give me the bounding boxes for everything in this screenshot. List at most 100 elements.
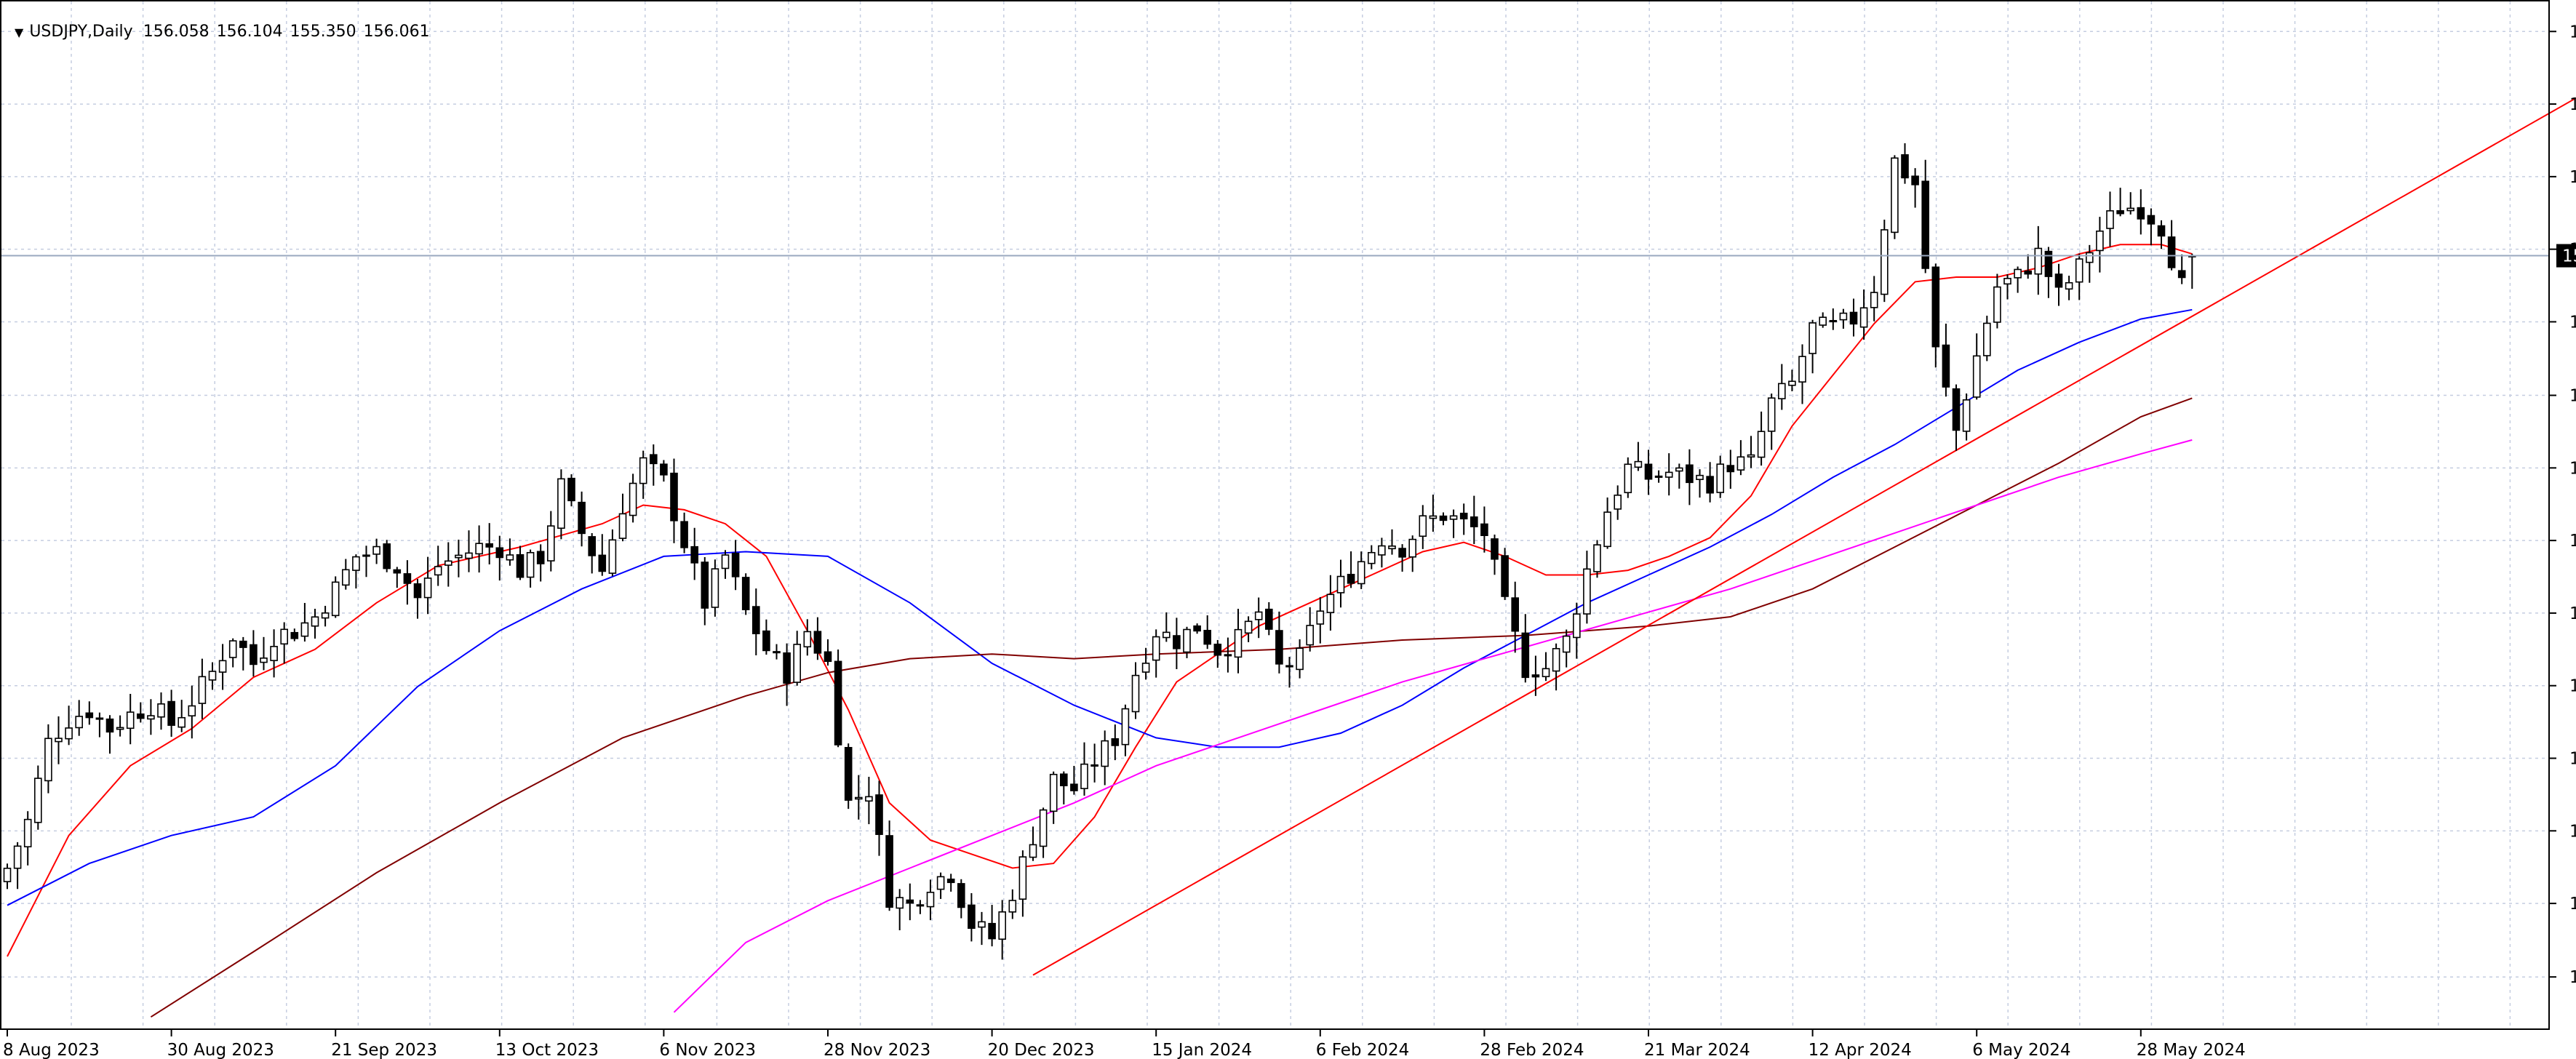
candle-body	[75, 716, 83, 729]
candle-body	[1962, 399, 1971, 432]
dropdown-triangle-icon[interactable]: ▼	[15, 25, 24, 39]
candle-body	[968, 904, 976, 930]
candle-body	[1778, 383, 1786, 399]
candle-body	[1296, 647, 1304, 671]
candle-body	[2147, 215, 2156, 225]
chart-header: ▼ USDJPY,Daily 156.058 156.104 155.350 156.06…	[4, 4, 437, 41]
candle-body	[1183, 628, 1191, 653]
candle-body	[1316, 610, 1325, 625]
candle-body	[629, 482, 637, 516]
candle-body	[1018, 856, 1027, 900]
candle-body	[906, 899, 914, 904]
candle-body	[455, 554, 463, 559]
candle-body	[1224, 654, 1232, 657]
x-tick-label: 20 Dec 2023	[988, 1041, 1095, 1059]
candle-body	[1644, 463, 1653, 480]
candle-body	[1254, 611, 1263, 620]
x-axis: 8 Aug 2023 30 Aug 2023 21 Sep 2023 13 Oct 2…	[3, 1029, 2246, 1059]
candle-body	[1716, 463, 1724, 493]
candle-body	[1347, 573, 1355, 584]
candle-body	[1398, 548, 1406, 558]
y-tick-label: 146.820	[2569, 677, 2576, 696]
y-tick-label: 142.140	[2569, 895, 2576, 914]
candle-body	[773, 651, 781, 654]
candle-body	[1008, 900, 1017, 913]
x-tick-label: 13 Oct 2023	[495, 1041, 599, 1059]
candle-body	[2177, 270, 2186, 279]
candle-body	[690, 546, 699, 564]
candle-body	[475, 543, 483, 555]
candle-body	[137, 713, 145, 719]
candle-body	[157, 703, 165, 718]
candle-body	[1378, 545, 1386, 556]
candle-body	[2024, 270, 2032, 275]
candle-body	[1664, 471, 1673, 478]
candle-body	[1798, 356, 1806, 383]
candle-body	[13, 845, 22, 869]
candle-body	[1726, 465, 1735, 473]
candle-body	[660, 463, 668, 476]
candle-body	[988, 922, 996, 940]
candle-body	[393, 569, 402, 574]
candle-body	[1491, 538, 1499, 560]
candle-body	[485, 543, 494, 548]
trendline[interactable]	[1032, 7, 2576, 976]
candle-body	[2167, 236, 2176, 268]
x-tick-label: 6 Feb 2024	[1316, 1041, 1410, 1059]
y-tick-label: 151.500	[2569, 459, 2576, 478]
candle-body	[506, 554, 514, 561]
candle-body	[341, 569, 350, 586]
candle-body	[1891, 157, 1899, 233]
x-tick-label: 8 Aug 2023	[3, 1041, 100, 1059]
candle-body	[670, 472, 678, 521]
candle-body	[495, 547, 504, 559]
candle-body	[1131, 674, 1140, 713]
candle-body	[1213, 644, 1222, 656]
candle-body	[1757, 431, 1766, 458]
candle-body	[896, 897, 904, 909]
candle-body	[1809, 322, 1817, 354]
candle-body	[352, 556, 360, 571]
candle-body	[1675, 467, 1683, 472]
candle-body	[701, 562, 709, 609]
x-tick-label: 15 Jan 2024	[1152, 1041, 1252, 1059]
candle-body	[1983, 322, 1991, 356]
candle-body	[1029, 844, 1037, 858]
candle-body	[834, 660, 842, 746]
candle-body	[2014, 268, 2022, 279]
candle-body	[1449, 515, 1458, 520]
candle-body	[331, 581, 340, 617]
candle-body	[434, 566, 442, 576]
candle-body	[1573, 613, 1581, 639]
moving-average-line	[673, 439, 2193, 1013]
candle-body	[1614, 495, 1622, 510]
candle-body	[783, 652, 791, 684]
candle-body	[1111, 738, 1120, 746]
candle-body	[126, 711, 135, 730]
candle-body	[1101, 740, 1109, 767]
candle-body	[1993, 286, 2001, 323]
y-tick-label: 153.060	[2569, 387, 2576, 406]
candle-body	[188, 705, 196, 716]
candle-body	[936, 876, 945, 890]
y-tick-label: 145.260	[2569, 750, 2576, 769]
candle-body	[3, 867, 12, 882]
candle-body	[1193, 625, 1201, 632]
x-tick-label: 30 Aug 2023	[167, 1041, 274, 1059]
candle-body	[752, 606, 760, 634]
y-tick-label: 148.380	[2569, 604, 2576, 623]
candle-body	[1080, 763, 1088, 789]
candle-body	[1593, 544, 1601, 572]
candle-body	[1203, 629, 1211, 645]
candle-body	[1336, 575, 1345, 594]
candle-body	[1839, 312, 1848, 321]
candle-body	[55, 738, 63, 743]
candle-body	[608, 539, 617, 574]
candle-body	[2096, 230, 2104, 252]
candle-body	[1480, 523, 1488, 536]
candle-body	[578, 501, 586, 535]
candle-body	[198, 676, 207, 704]
candle-body	[1952, 388, 1961, 431]
